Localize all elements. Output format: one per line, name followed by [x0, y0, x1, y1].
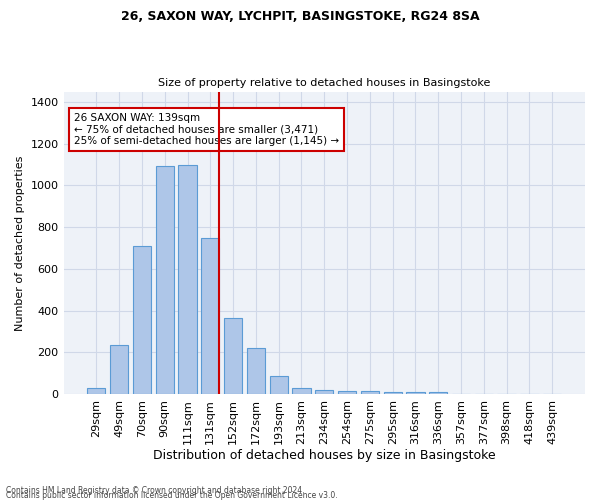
Text: 26, SAXON WAY, LYCHPIT, BASINGSTOKE, RG24 8SA: 26, SAXON WAY, LYCHPIT, BASINGSTOKE, RG2…: [121, 10, 479, 23]
Bar: [361, 391, 379, 394]
Bar: [201, 238, 220, 394]
Title: Size of property relative to detached houses in Basingstoke: Size of property relative to detached ho…: [158, 78, 490, 88]
Bar: [133, 246, 151, 394]
Text: Contains public sector information licensed under the Open Government Licence v3: Contains public sector information licen…: [6, 491, 338, 500]
Bar: [292, 388, 311, 394]
Text: Contains HM Land Registry data © Crown copyright and database right 2024.: Contains HM Land Registry data © Crown c…: [6, 486, 305, 495]
Bar: [155, 166, 174, 394]
Bar: [224, 318, 242, 394]
Bar: [406, 392, 425, 394]
Bar: [429, 392, 448, 394]
Bar: [247, 348, 265, 394]
Text: 26 SAXON WAY: 139sqm
← 75% of detached houses are smaller (3,471)
25% of semi-de: 26 SAXON WAY: 139sqm ← 75% of detached h…: [74, 112, 339, 146]
X-axis label: Distribution of detached houses by size in Basingstoke: Distribution of detached houses by size …: [153, 450, 496, 462]
Bar: [338, 391, 356, 394]
Y-axis label: Number of detached properties: Number of detached properties: [15, 155, 25, 330]
Bar: [269, 376, 288, 394]
Bar: [110, 345, 128, 394]
Bar: [87, 388, 106, 394]
Bar: [315, 390, 334, 394]
Bar: [383, 392, 402, 394]
Bar: [178, 164, 197, 394]
